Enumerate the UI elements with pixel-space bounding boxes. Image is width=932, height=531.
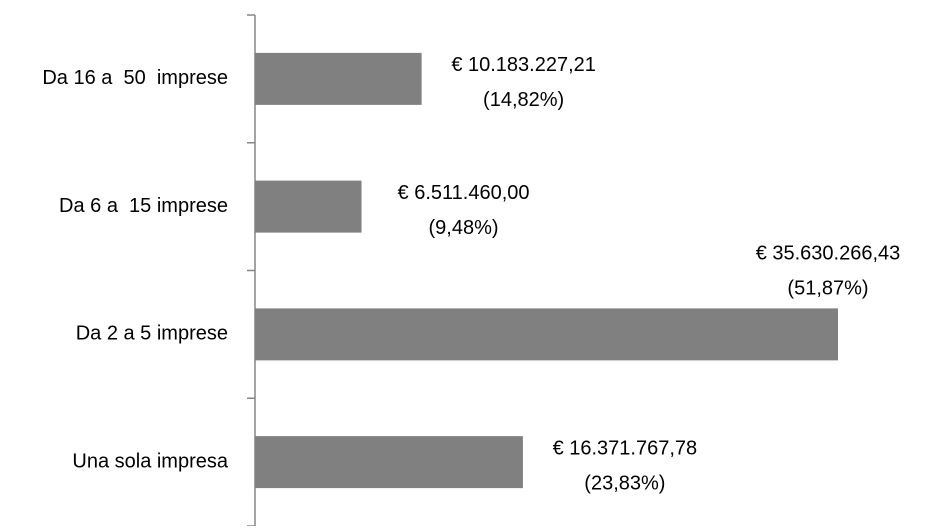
- category-label: Da 6 a 15 imprese: [59, 195, 228, 217]
- category-label: Da 2 a 5 imprese: [76, 323, 228, 345]
- value-label: € 6.511.460,00: [398, 182, 530, 204]
- share-label: (51,87%): [787, 278, 868, 300]
- share-label: (23,83%): [584, 472, 665, 494]
- bar: [255, 180, 362, 233]
- value-label: € 16.371.767,78: [553, 437, 698, 459]
- share-label: (9,48%): [429, 217, 499, 239]
- value-label: € 35.630.266,43: [756, 243, 901, 265]
- category-label: Da 16 a 50 imprese: [42, 67, 228, 89]
- category-label: Una sola impresa: [72, 450, 229, 472]
- bar: [255, 308, 838, 361]
- share-label: (14,82%): [483, 89, 564, 111]
- bar: [255, 52, 422, 105]
- bar: [255, 436, 523, 489]
- value-label: € 10.183.227,21: [451, 54, 596, 76]
